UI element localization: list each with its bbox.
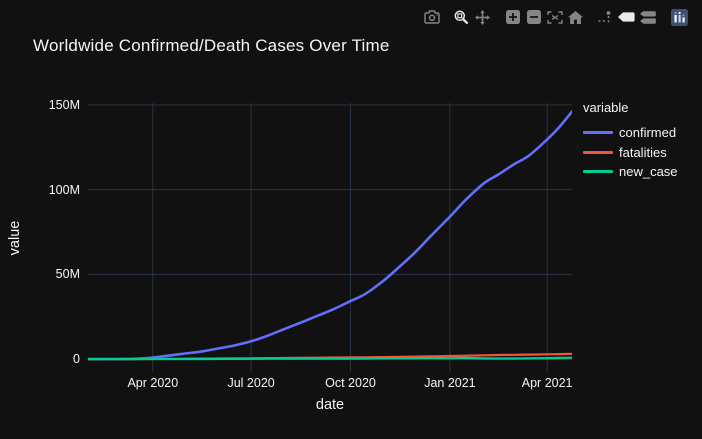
- hover-compare-icon[interactable]: [637, 8, 658, 26]
- legend-item-new_case[interactable]: new_case: [583, 162, 678, 182]
- modebar-group: [421, 8, 442, 26]
- camera-icon[interactable]: [421, 8, 442, 26]
- zoom-icon[interactable]: [451, 8, 472, 26]
- x-tick-label: Oct 2020: [325, 376, 376, 390]
- hover-closest-icon[interactable]: [616, 8, 637, 26]
- modebar-group: [595, 8, 658, 26]
- chart-title: Worldwide Confirmed/Death Cases Over Tim…: [33, 36, 390, 55]
- legend-item-confirmed[interactable]: confirmed: [583, 123, 678, 143]
- modebar-group: [451, 8, 493, 26]
- legend-line-swatch: [583, 150, 613, 154]
- x-axis-title: date: [315, 397, 345, 413]
- line-chart-canvas[interactable]: [88, 103, 572, 372]
- legend-title: variable: [583, 100, 629, 115]
- modebar-group: [667, 8, 691, 26]
- series-confirmed: [88, 110, 572, 361]
- legend-label: confirmed: [619, 125, 677, 141]
- x-tick-label: Apr 2020: [127, 376, 179, 390]
- x-tick-label: Apr 2021: [521, 376, 573, 390]
- y-tick-label: 50M: [55, 267, 80, 282]
- modebar-group: [502, 8, 586, 26]
- pan-icon[interactable]: [472, 8, 493, 26]
- y-tick-label: 150M: [48, 97, 80, 112]
- legend-item-fatalities[interactable]: fatalities: [583, 143, 678, 163]
- series-new_case: [88, 356, 572, 361]
- modebar: [412, 8, 691, 26]
- legend-label: fatalities: [619, 144, 667, 160]
- home-icon[interactable]: [565, 8, 586, 26]
- zoom-out-icon[interactable]: [523, 8, 544, 26]
- plotly-logo-icon[interactable]: [667, 8, 691, 26]
- legend-line-swatch: [583, 170, 613, 174]
- x-tick-label: Jul 2020: [227, 376, 275, 390]
- legend: variable confirmed fatalities new_case: [583, 100, 678, 182]
- zoom-in-icon[interactable]: [502, 8, 523, 26]
- spikelines-icon[interactable]: [595, 8, 616, 26]
- legend-line-swatch: [583, 131, 613, 135]
- autoscale-icon[interactable]: [544, 8, 565, 26]
- y-tick-label: 100M: [48, 182, 80, 197]
- plot-area[interactable]: [88, 103, 572, 372]
- legend-label: new_case: [619, 164, 678, 180]
- y-tick-label: 0: [73, 352, 80, 367]
- x-tick-label: Jan 2021: [424, 376, 476, 390]
